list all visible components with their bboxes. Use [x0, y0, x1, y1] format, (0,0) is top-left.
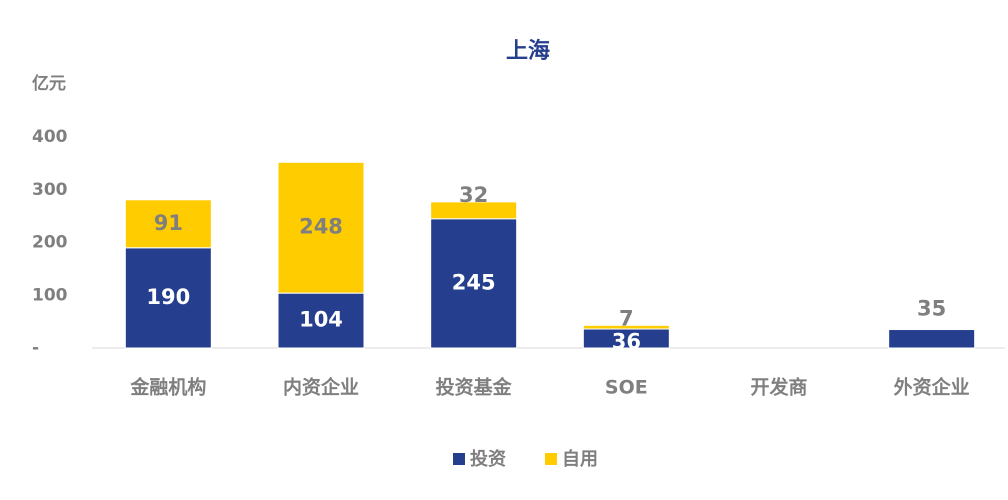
- bar-segment: [124, 199, 212, 249]
- data-label: 104: [299, 308, 343, 332]
- y-tick-label: 200: [32, 233, 68, 253]
- y-tick-label: 100: [32, 285, 68, 305]
- x-tick-label: 外资企业: [894, 376, 970, 399]
- y-axis-label: 亿元: [32, 73, 66, 94]
- data-label: 7: [619, 306, 634, 330]
- bar-segment: [430, 201, 518, 220]
- legend-swatch: [453, 453, 465, 465]
- chart-title: 上海: [506, 38, 550, 64]
- bar-segment: [582, 324, 670, 330]
- x-tick-label: SOE: [605, 377, 648, 399]
- data-label: 190: [146, 285, 190, 309]
- y-tick-label: 400: [32, 127, 68, 147]
- y-tick-label: -: [32, 338, 39, 358]
- bar-segment: [430, 218, 518, 349]
- x-tick-label: 开发商: [750, 376, 807, 399]
- legend-label: 投资: [470, 448, 506, 470]
- data-label: 35: [917, 297, 946, 321]
- legend-swatch: [545, 453, 557, 465]
- data-label: 32: [459, 183, 488, 207]
- y-tick-label: 300: [32, 180, 68, 200]
- x-tick-label: 内资企业: [283, 376, 359, 399]
- data-label: 36: [612, 330, 641, 354]
- data-label: 91: [154, 211, 183, 235]
- data-label: 248: [299, 215, 343, 239]
- data-label: 245: [452, 270, 496, 294]
- legend-label: 自用: [562, 448, 598, 470]
- bar-segment: [888, 329, 976, 349]
- bar-segment: [277, 161, 365, 294]
- x-tick-label: 金融机构: [129, 376, 206, 399]
- x-tick-label: 投资基金: [436, 376, 513, 399]
- bar-segment: [124, 247, 212, 349]
